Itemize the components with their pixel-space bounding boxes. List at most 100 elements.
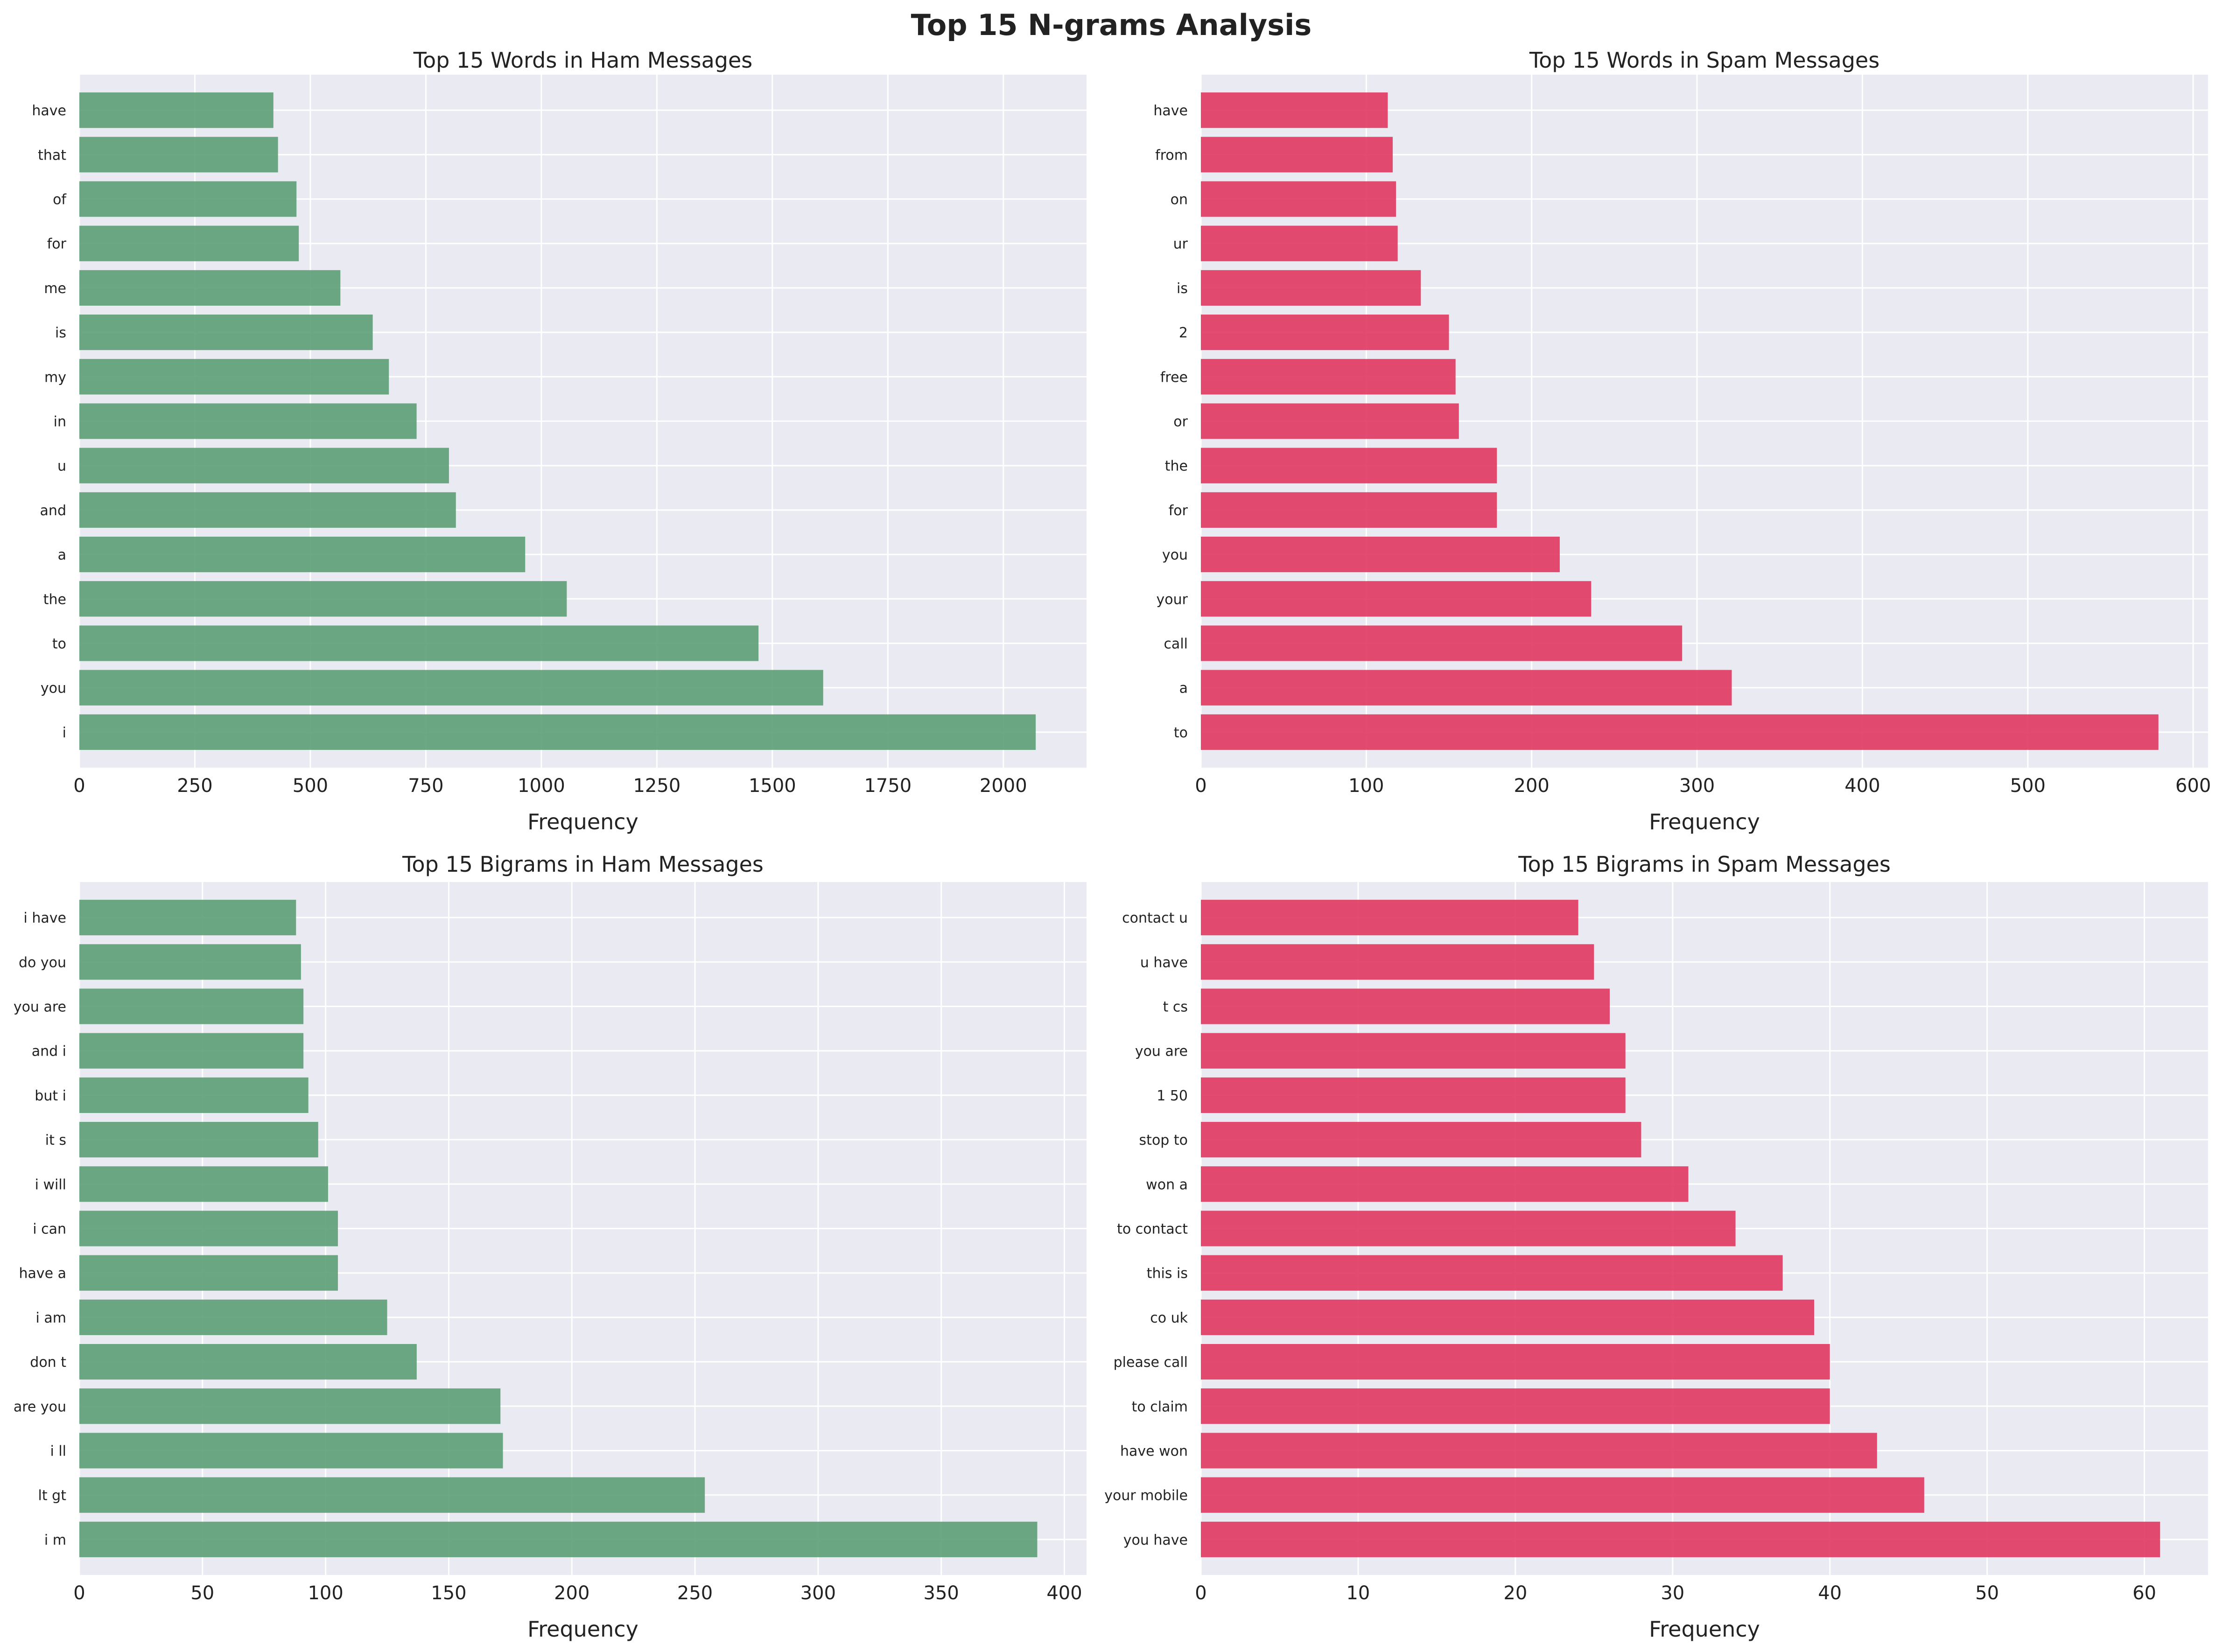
x-tick-label: 350: [924, 1582, 959, 1604]
x-axis-label: Frequency: [1649, 809, 1760, 834]
y-tick-label: my: [44, 369, 66, 385]
x-tick-label: 1750: [864, 775, 912, 797]
bar: [1201, 988, 1610, 1024]
bar: [79, 1033, 303, 1069]
panel-ham-bigrams: i m lt gt i ll are you don t i am have a i can i…: [14, 852, 1087, 1642]
y-tick-label: have a: [19, 1266, 66, 1282]
y-tick-label: ur: [1173, 236, 1188, 252]
figure-title: Top 15 N-grams Analysis: [911, 8, 1312, 42]
y-tick-label: from: [1155, 147, 1188, 163]
y-tick-label: to: [1174, 725, 1188, 741]
y-tick-label: t cs: [1163, 999, 1188, 1015]
y-tick-label: of: [53, 192, 67, 208]
y-tick-label: but i: [35, 1088, 66, 1104]
bar: [1201, 1477, 1924, 1513]
panel-title: Top 15 Words in Ham Messages: [413, 48, 753, 73]
bar: [1201, 403, 1459, 439]
y-tick-label: for: [1169, 503, 1188, 519]
y-tick-label: on: [1171, 192, 1188, 208]
y-tick-label: have: [1153, 103, 1188, 119]
x-tick-label: 500: [2010, 775, 2046, 797]
x-tick-label: 20: [1503, 1582, 1527, 1604]
bar: [1201, 900, 1578, 935]
bar: [1201, 315, 1449, 350]
bar: [1201, 1344, 1830, 1379]
bar: [1201, 181, 1396, 217]
y-tick-label: and: [40, 503, 66, 519]
panel-spam-bigrams: you have your mobile have won to claim pleas…: [1104, 852, 2208, 1642]
y-tick-label: lt gt: [38, 1488, 67, 1504]
x-tick-label: 2000: [980, 775, 1027, 797]
bar: [79, 670, 823, 706]
bar: [1201, 448, 1497, 483]
x-axis-label: Frequency: [527, 809, 638, 834]
x-tick-label: 600: [2175, 775, 2211, 797]
y-tick-label: stop to: [1139, 1132, 1188, 1148]
x-tick-label: 0: [73, 1582, 85, 1604]
bar: [79, 944, 301, 980]
bar: [79, 1211, 338, 1246]
bar: [79, 1433, 503, 1468]
bar: [1201, 270, 1421, 306]
y-tick-label: you are: [14, 999, 66, 1015]
y-tick-label: or: [1173, 414, 1188, 430]
x-tick-label: 400: [1844, 775, 1880, 797]
x-tick-label: 200: [554, 1582, 589, 1604]
bar: [1201, 359, 1456, 394]
y-tick-label: your mobile: [1104, 1488, 1188, 1504]
bar: [1201, 137, 1393, 172]
y-tick-label: you: [41, 680, 66, 697]
bar: [1201, 1388, 1830, 1424]
bar: [79, 1122, 318, 1157]
y-tick-label: i have: [24, 910, 66, 926]
bar: [1201, 226, 1398, 261]
x-tick-label: 1500: [749, 775, 796, 797]
y-tick-label: i: [63, 725, 66, 741]
y-tick-label: won a: [1146, 1176, 1188, 1193]
bar: [79, 181, 296, 217]
bar: [79, 581, 567, 616]
bar: [1201, 581, 1591, 616]
y-tick-label: the: [43, 591, 66, 608]
y-tick-label: do you: [19, 954, 66, 971]
bar: [79, 1166, 328, 1202]
y-tick-label: in: [54, 414, 66, 430]
bar: [79, 226, 299, 261]
x-tick-label: 300: [1679, 775, 1715, 797]
y-tick-label: don t: [30, 1354, 66, 1371]
y-tick-label: that: [38, 147, 66, 163]
y-tick-label: and i: [32, 1043, 66, 1060]
x-tick-label: 50: [1975, 1582, 1999, 1604]
y-tick-label: to claim: [1132, 1399, 1188, 1415]
y-tick-label: i m: [44, 1532, 66, 1548]
y-tick-label: i can: [33, 1221, 66, 1238]
y-tick-label: i ll: [50, 1443, 66, 1459]
y-tick-label: you: [1162, 547, 1188, 563]
x-axis-label: Frequency: [527, 1617, 638, 1642]
bar: [79, 900, 296, 935]
x-tick-label: 400: [1046, 1582, 1082, 1604]
y-tick-label: co uk: [1150, 1310, 1188, 1326]
x-tick-label: 1000: [518, 775, 565, 797]
bar: [79, 625, 758, 661]
y-tick-label: to: [52, 636, 66, 652]
y-tick-label: is: [55, 325, 66, 341]
bar: [1201, 1033, 1626, 1069]
x-tick-label: 100: [1348, 775, 1384, 797]
bar: [79, 537, 525, 572]
bar: [1201, 1166, 1688, 1202]
bar: [79, 1078, 309, 1113]
y-tick-label: you have: [1123, 1532, 1188, 1548]
y-tick-label: i will: [35, 1176, 66, 1193]
x-tick-label: 0: [1195, 1582, 1206, 1604]
x-tick-label: 1250: [633, 775, 680, 797]
y-tick-label: a: [1179, 680, 1188, 697]
x-tick-label: 60: [2132, 1582, 2156, 1604]
bar: [1201, 1433, 1877, 1468]
bar: [79, 492, 456, 528]
y-tick-label: the: [1165, 458, 1188, 475]
x-tick-label: 10: [1346, 1582, 1370, 1604]
y-tick-label: have: [32, 103, 66, 119]
bar: [1201, 714, 2159, 750]
x-tick-label: 150: [431, 1582, 466, 1604]
